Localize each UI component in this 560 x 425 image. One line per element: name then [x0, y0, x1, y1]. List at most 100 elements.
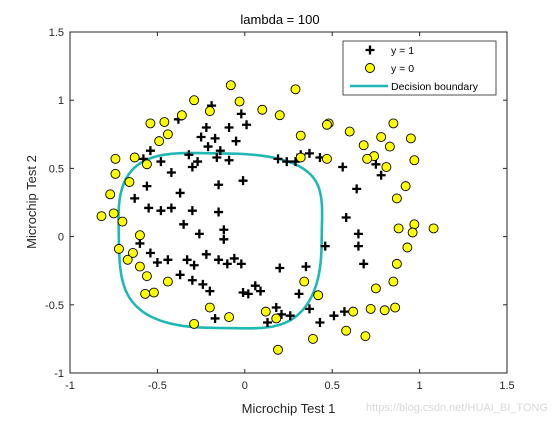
point-y1 — [145, 146, 155, 156]
point-y0 — [225, 80, 236, 91]
point-y1 — [215, 146, 225, 156]
point-y1 — [166, 167, 176, 177]
point-y1 — [376, 170, 386, 180]
point-y0 — [134, 230, 145, 241]
point-y0 — [113, 243, 124, 254]
point-y1 — [238, 288, 248, 298]
point-y0 — [391, 193, 402, 204]
point-y0 — [428, 223, 439, 234]
point-y0 — [407, 227, 418, 238]
point-y0 — [96, 211, 107, 222]
point-y1 — [145, 248, 155, 258]
point-y1 — [275, 263, 285, 273]
point-y1 — [273, 154, 283, 164]
point-y1 — [352, 184, 362, 194]
point-y0 — [154, 136, 165, 147]
point-y1 — [271, 303, 281, 313]
point-y0 — [365, 303, 376, 314]
point-y0 — [322, 153, 332, 164]
point-y0 — [290, 84, 301, 95]
x-tick-label: 1.5 — [499, 380, 514, 392]
point-y0 — [360, 331, 371, 342]
point-y0 — [362, 153, 373, 164]
point-y0 — [260, 306, 271, 317]
point-y1 — [250, 281, 260, 291]
point-y1 — [194, 229, 204, 239]
point-y0 — [189, 318, 200, 329]
point-y1 — [152, 258, 162, 268]
point-y0 — [295, 130, 306, 141]
series-y1-points — [130, 101, 386, 328]
point-y0 — [234, 96, 245, 107]
point-y1 — [189, 260, 199, 270]
point-y1 — [156, 206, 166, 216]
point-y0 — [159, 117, 170, 127]
point-y1 — [187, 275, 197, 285]
point-y1 — [224, 155, 234, 165]
point-y0 — [405, 133, 416, 144]
point-y0 — [299, 276, 310, 287]
point-y0 — [176, 110, 187, 121]
legend: y = 1 y = 0 Decision boundary — [342, 40, 497, 96]
point-y0 — [341, 325, 352, 336]
point-y1 — [214, 207, 224, 217]
x-tick-label: 0 — [242, 380, 248, 392]
point-y0 — [358, 140, 369, 151]
point-y1 — [142, 181, 152, 191]
point-y1 — [201, 122, 211, 132]
point-y1 — [214, 255, 224, 265]
point-y0 — [127, 248, 138, 258]
y-tick-label: 1 — [58, 95, 64, 107]
y-tick-label: 0.5 — [49, 163, 64, 175]
y-axis-label: Microchip Test 2 — [24, 155, 39, 249]
point-y0 — [344, 126, 355, 137]
point-y0 — [402, 242, 413, 253]
point-y0 — [257, 104, 268, 115]
legend-entry-y0: y = 0 — [391, 63, 414, 75]
point-y0 — [379, 305, 390, 316]
point-y0 — [348, 306, 359, 317]
legend-circle-marker — [365, 63, 375, 73]
point-y1 — [243, 289, 253, 299]
point-y1 — [371, 159, 381, 169]
point-y0 — [391, 258, 402, 269]
point-y1 — [214, 180, 224, 190]
point-y1 — [304, 148, 314, 158]
point-y0 — [162, 276, 173, 287]
point-y0 — [129, 152, 140, 163]
point-y1 — [175, 270, 185, 280]
point-y1 — [229, 253, 239, 263]
y-tick-label: -0.5 — [45, 300, 64, 312]
axes-box — [69, 31, 508, 374]
point-y0 — [141, 271, 152, 282]
point-y0 — [376, 132, 387, 142]
x-tick-label: -0.5 — [148, 380, 167, 392]
point-y1 — [282, 157, 292, 167]
x-axis: -1 -0.5 0 0.5 1 1.5 — [65, 32, 515, 392]
y-tick-label: -1 — [54, 368, 64, 380]
x-tick-label: 1 — [417, 380, 423, 392]
x-axis-label: Microchip Test 1 — [242, 401, 336, 416]
point-y0 — [409, 155, 420, 166]
point-y0 — [108, 208, 119, 219]
point-y0 — [224, 312, 235, 323]
x-tick-label: -1 — [65, 380, 75, 392]
point-y1 — [219, 234, 229, 244]
watermark: https://blog.csdn.net/HUAI_BI_TONG — [366, 402, 548, 414]
point-y1 — [179, 219, 189, 229]
point-y0 — [204, 106, 215, 117]
point-y1 — [339, 307, 349, 317]
point-y1 — [130, 193, 140, 203]
point-y1 — [242, 120, 252, 130]
legend-entry-boundary: Decision boundary — [391, 81, 479, 93]
point-y1 — [205, 286, 215, 296]
point-y0 — [400, 181, 411, 192]
point-y1 — [236, 109, 246, 119]
point-y0 — [105, 189, 116, 200]
point-y1 — [210, 133, 220, 143]
plot-area: -1 -0.5 0 0.5 1 1.5 -1 -0.5 0 0.5 1 1.5 — [45, 27, 515, 392]
point-y1 — [315, 318, 325, 328]
point-y1 — [353, 229, 363, 239]
point-y0 — [370, 283, 381, 294]
